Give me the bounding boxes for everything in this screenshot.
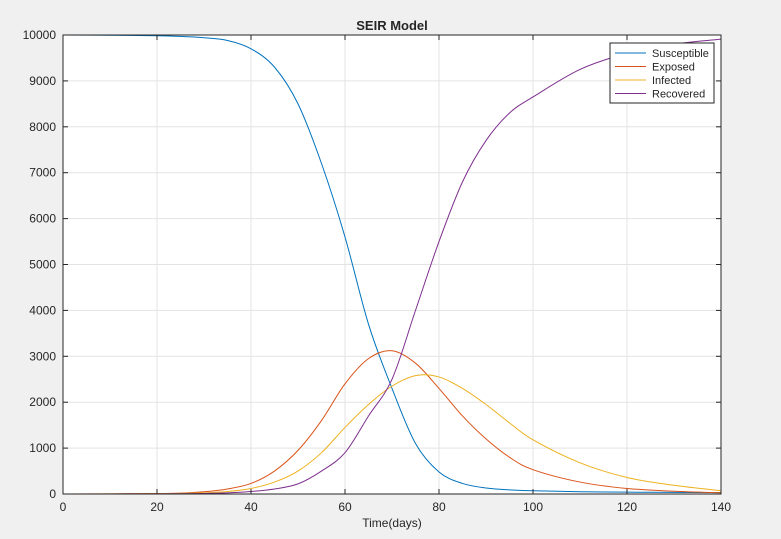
y-tick-label: 7000 [29, 166, 56, 180]
y-tick-label: 3000 [29, 349, 56, 363]
x-tick-label: 0 [60, 500, 67, 514]
y-tick-label: 0 [49, 487, 56, 501]
legend-label-susceptible: Susceptible [652, 48, 709, 60]
x-tick-label: 40 [244, 500, 258, 514]
legend-label-exposed: Exposed [652, 62, 695, 74]
chart-title: SEIR Model [356, 18, 428, 33]
x-axis-label: Time(days) [362, 516, 422, 530]
y-tick-label: 2000 [29, 395, 56, 409]
x-tick-label: 60 [338, 500, 352, 514]
y-tick-label: 4000 [29, 303, 56, 317]
y-tick-label: 1000 [29, 441, 56, 455]
legend-label-recovered: Recovered [652, 89, 705, 101]
y-tick-label: 9000 [29, 74, 56, 88]
axis-ticks: 0 20 40 60 80 100 120 140 0 1000 2000 3000 4000 5000 6… [23, 28, 732, 514]
x-tick-label: 140 [711, 500, 731, 514]
series-line-susceptible [62, 34, 722, 494]
y-tick-label: 10000 [23, 28, 57, 42]
x-tick-label: 100 [523, 500, 543, 514]
y-tick-label: 6000 [29, 212, 56, 226]
legend-label-infected: Infected [652, 75, 691, 87]
x-tick-label: 20 [150, 500, 164, 514]
x-tick-label: 120 [617, 500, 637, 514]
series-line-exposed [62, 350, 722, 495]
y-tick-label: 5000 [29, 258, 56, 272]
x-tick-label: 80 [432, 500, 446, 514]
y-tick-label: 8000 [29, 120, 56, 134]
